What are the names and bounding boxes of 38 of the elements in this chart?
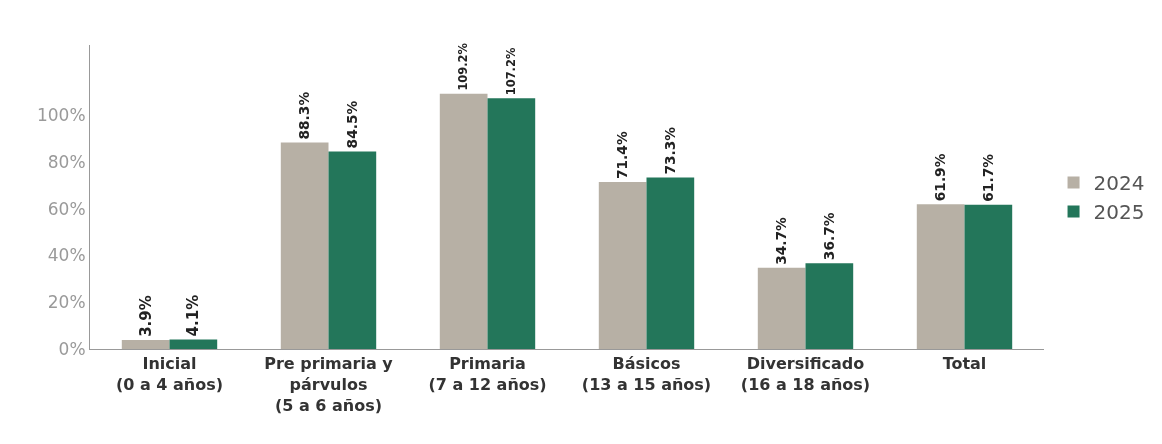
bar <box>280 142 329 349</box>
bar <box>121 339 170 349</box>
y-tick-label: 20% <box>47 292 86 313</box>
data-label: 107.2% <box>504 47 519 96</box>
bar <box>805 263 854 349</box>
data-label: 3.9% <box>136 295 155 337</box>
y-tick-label: 0% <box>58 338 86 359</box>
data-label: 36.7% <box>820 212 837 261</box>
bar <box>328 151 377 349</box>
data-label: 61.7% <box>979 153 996 202</box>
bar <box>169 339 218 349</box>
bar <box>646 177 695 349</box>
data-label: 109.2% <box>456 42 471 91</box>
bar <box>916 204 965 349</box>
x-tick-label: Primaria (7 a 12 años) <box>428 354 547 394</box>
x-tick-label: Inicial (0 a 4 años) <box>115 354 224 394</box>
y-tick-label: 40% <box>47 245 86 266</box>
bar <box>964 204 1013 349</box>
bar <box>598 182 647 349</box>
x-tick-label: Pre primaria y párvulos (5 a 6 años) <box>264 354 394 415</box>
data-label: 73.3% <box>661 126 678 175</box>
data-label: 84.5% <box>343 100 360 149</box>
bar <box>439 93 488 349</box>
data-label: 88.3% <box>296 91 313 140</box>
legend-label: 2025 <box>1093 200 1145 225</box>
y-tick-label: 60% <box>47 198 86 219</box>
data-label: 71.4% <box>614 131 631 180</box>
x-tick-label: Total <box>942 354 987 374</box>
x-tick-label: Básicos (13 a 15 años) <box>581 354 712 394</box>
data-label: 61.9% <box>932 153 949 202</box>
y-tick-label: 80% <box>47 151 86 172</box>
data-label: 34.7% <box>773 216 790 265</box>
bar <box>487 98 536 349</box>
y-tick-label: 100% <box>36 105 86 126</box>
legend-label: 2024 <box>1093 171 1145 196</box>
bar <box>757 267 806 349</box>
x-tick-label: Diversificado (16 a 18 años) <box>740 354 871 394</box>
data-label: 4.1% <box>184 294 203 337</box>
